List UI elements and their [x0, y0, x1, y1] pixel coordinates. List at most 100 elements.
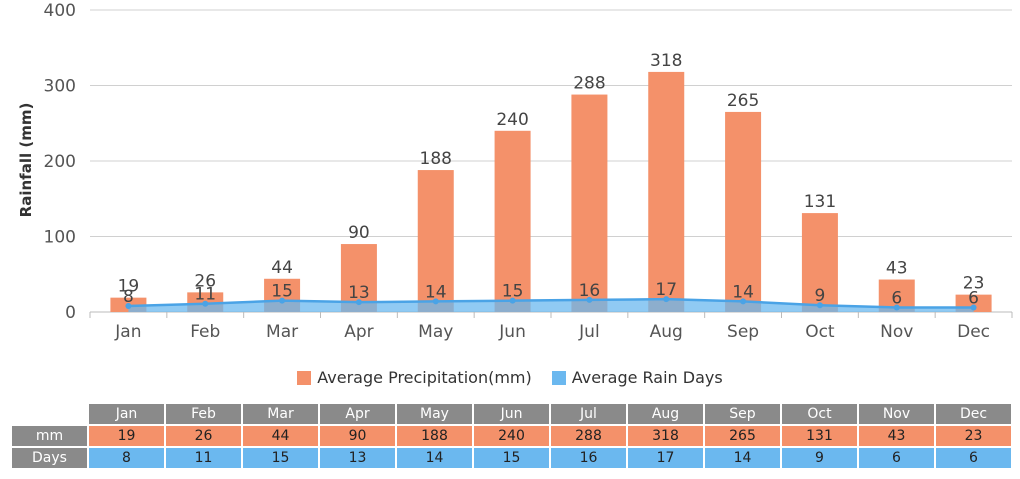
row-label-mm: mm: [12, 426, 87, 446]
rain-days-area: [125, 296, 977, 312]
bar-value-label: 240: [496, 110, 528, 130]
table-header-month: Dec: [936, 404, 1011, 424]
table-cell-days: 6: [859, 448, 934, 468]
table-header-month: May: [397, 404, 472, 424]
x-tick-label: Mar: [266, 322, 298, 342]
bar-value-label: 43: [886, 259, 908, 279]
x-axis-ticks: Jan Feb Mar Apr May Jun Jul Aug Sep Oct Nov Dec: [89, 312, 1013, 342]
table-cell-mm: 23: [936, 426, 1011, 446]
table-header-month: Aug: [628, 404, 703, 424]
x-tick-label: Aug: [650, 322, 683, 342]
table-cell-mm: 131: [782, 426, 857, 446]
bar: [571, 94, 608, 312]
rain-days-label: 11: [194, 285, 216, 305]
y-tick-label: 200: [44, 152, 76, 172]
legend-item-rain-days[interactable]: Average Rain Days: [551, 368, 723, 387]
grid-lines: [90, 9, 1012, 313]
legend-item-precipitation[interactable]: Average Precipitation(mm): [297, 368, 532, 387]
bar: [801, 213, 838, 312]
rain-days-label: 16: [579, 281, 601, 301]
rain-days-label: 8: [123, 287, 134, 307]
rain-days-point: [970, 304, 977, 311]
table-header-month: Nov: [859, 404, 934, 424]
legend-swatch-rain-days: [551, 370, 566, 385]
bar-value-label: 90: [348, 223, 370, 243]
table-header-month: Jun: [474, 404, 549, 424]
rain-days-point: [663, 296, 670, 303]
x-tick-label: Nov: [880, 322, 913, 342]
bar: [725, 111, 762, 312]
x-tick-label: Jan: [114, 322, 141, 342]
table-header-month: Jan: [89, 404, 164, 424]
table-cell-days: 14: [397, 448, 472, 468]
rain-days-point: [279, 297, 286, 304]
bar: [494, 130, 531, 312]
table-header-month: Oct: [782, 404, 857, 424]
x-tick-label: Jul: [578, 322, 600, 342]
rain-days-point: [202, 300, 209, 307]
climate-data-table: Jan Feb Mar Apr May Jun Jul Aug Sep Oct Nov Dec mm 1…: [10, 402, 1013, 470]
table-header-month: Sep: [705, 404, 780, 424]
table-cell-days: 11: [166, 448, 241, 468]
bar: [417, 170, 454, 312]
table-cell-mm: 26: [166, 426, 241, 446]
table-cell-mm: 188: [397, 426, 472, 446]
rain-day-labels: 8 11 15 13 14 15 16 17 14 9 6 6: [123, 280, 979, 308]
bar: [648, 71, 685, 312]
y-axis-label: Rainfall (mm): [17, 103, 35, 218]
x-tick-label: Feb: [190, 322, 220, 342]
rain-days-point: [432, 298, 439, 305]
row-label-days: Days: [12, 448, 87, 468]
bar-value-label: 23: [963, 274, 985, 294]
table-cell-days: 6: [936, 448, 1011, 468]
table-cell-days: 8: [89, 448, 164, 468]
table-cell-days: 15: [243, 448, 318, 468]
legend-swatch-precipitation: [297, 370, 312, 385]
rain-days-point: [125, 302, 132, 309]
bar-value-label: 131: [804, 192, 836, 212]
y-tick-label: 300: [44, 77, 76, 97]
rain-days-label: 6: [891, 288, 902, 308]
rain-days-label: 14: [732, 282, 754, 302]
rain-days-label: 9: [815, 286, 826, 306]
x-tick-label: Dec: [957, 322, 990, 342]
table-row-mm: mm 19 26 44 90 188 240 288 318 265 131 43 23: [12, 426, 1011, 446]
rain-days-label: 15: [502, 282, 524, 302]
y-tick-label: 400: [44, 1, 76, 21]
legend-label-precipitation: Average Precipitation(mm): [317, 368, 532, 387]
rain-days-label: 17: [655, 280, 677, 300]
x-tick-label: Oct: [805, 322, 835, 342]
rain-days-point: [586, 296, 593, 303]
table-row-days: Days 8 11 15 13 14 15 16 17 14 9 6 6: [12, 448, 1011, 468]
y-tick-label: 0: [65, 303, 76, 323]
rainfall-chart: 0 100 200 300 400 Rainfall (mm) 19 26 44 90 188 2…: [17, 1, 1013, 342]
table-header-month: Apr: [320, 404, 395, 424]
rain-days-line: [128, 297, 974, 309]
table-header-month: Feb: [166, 404, 241, 424]
rain-days-label: 13: [348, 283, 370, 303]
rain-days-label: 14: [425, 282, 447, 302]
rain-days-label: 6: [968, 288, 979, 308]
bar-value-label: 188: [420, 149, 452, 169]
table-header-row: Jan Feb Mar Apr May Jun Jul Aug Sep Oct Nov Dec: [12, 404, 1011, 424]
precipitation-bars: [110, 71, 992, 312]
rain-days-point: [893, 304, 900, 311]
y-tick-label: 100: [44, 228, 76, 248]
table-cell-mm: 19: [89, 426, 164, 446]
rain-days-point: [816, 302, 823, 309]
table-corner: [12, 404, 87, 424]
bar-value-label: 318: [650, 51, 682, 71]
chart-legend: Average Precipitation(mm) Average Rain D…: [0, 368, 1020, 387]
bar-value-label: 265: [727, 91, 759, 111]
table-cell-mm: 90: [320, 426, 395, 446]
table-cell-mm: 240: [474, 426, 549, 446]
bar-value-label: 26: [194, 271, 216, 291]
table-cell-days: 17: [628, 448, 703, 468]
table-cell-days: 13: [320, 448, 395, 468]
table-cell-mm: 265: [705, 426, 780, 446]
rain-days-point: [355, 299, 362, 306]
table-cell-mm: 43: [859, 426, 934, 446]
x-tick-label: Jun: [498, 322, 526, 342]
bar-value-label: 288: [573, 74, 605, 94]
x-tick-label: Sep: [727, 322, 759, 342]
